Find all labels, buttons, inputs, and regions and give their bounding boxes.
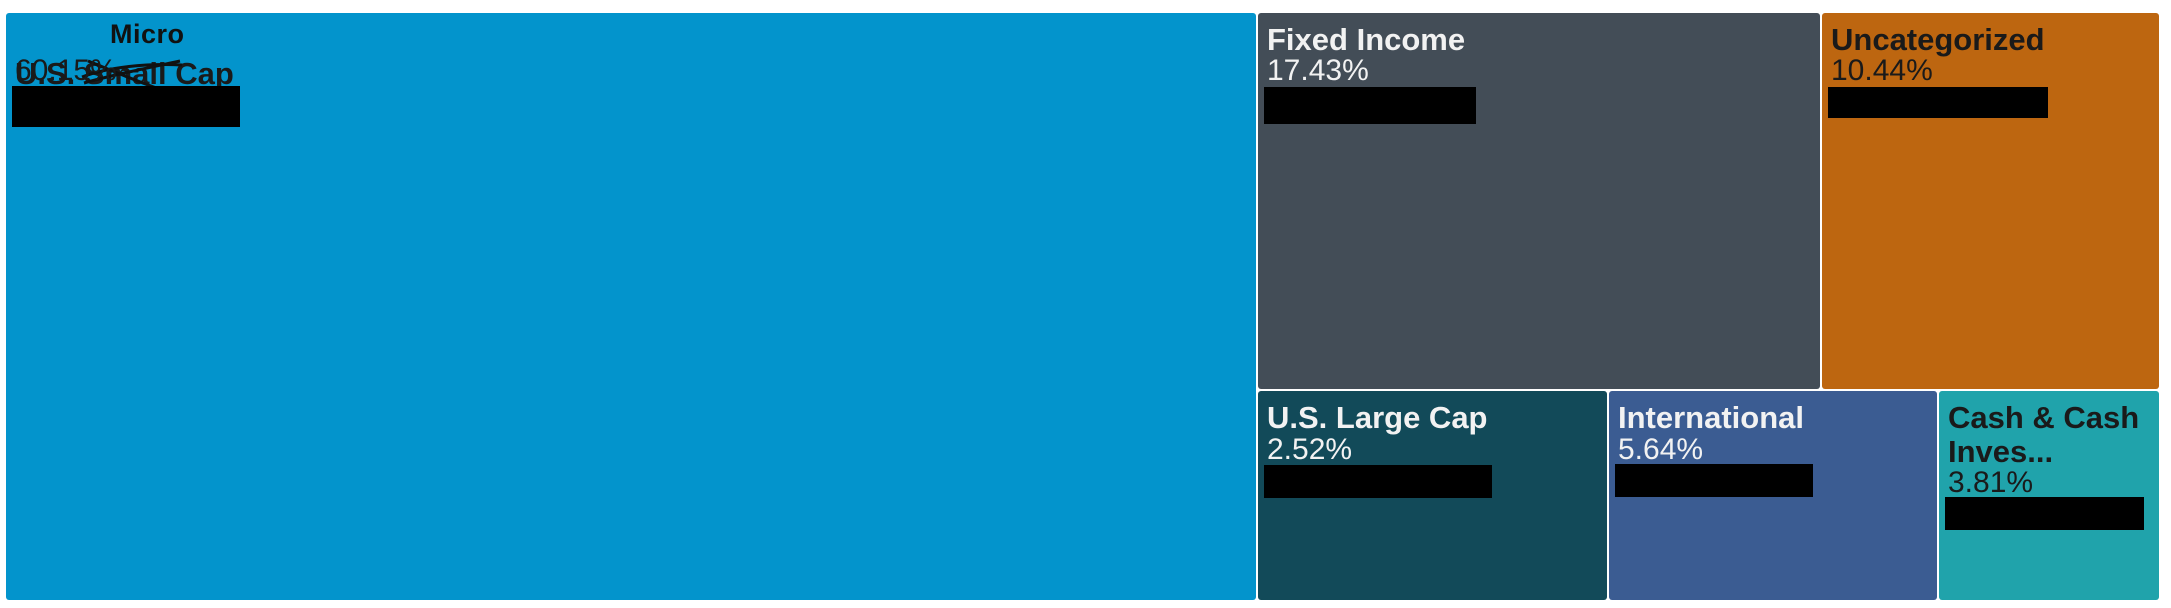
struck-word: Small [81, 57, 182, 97]
tile-label: Cash & Cash Inves... [1948, 400, 2140, 469]
handwritten-correction: Micro [110, 19, 185, 49]
redacted-value-bar [1828, 87, 2048, 118]
redacted-value-bar [1264, 465, 1492, 498]
label-prefix: U.S. [15, 56, 84, 91]
redacted-value-bar [1264, 87, 1476, 124]
tile-percent: 2.52% [1267, 433, 1353, 466]
redacted-value-bar [1615, 464, 1813, 497]
tile-label: U.S. Small Cap Micro [15, 19, 234, 125]
tile-us-large-cap[interactable]: U.S. Large Cap 2.52% [1258, 391, 1607, 600]
redacted-value-bar [12, 86, 240, 127]
tile-fixed-income[interactable]: Fixed Income 17.43% [1258, 13, 1820, 389]
redacted-value-bar [1945, 497, 2144, 530]
tile-cash[interactable]: Cash & Cash Inves... 3.81% [1939, 391, 2159, 600]
tile-uncategorized[interactable]: Uncategorized 10.44% [1822, 13, 2159, 389]
tile-label: Fixed Income [1267, 22, 1466, 57]
tile-international[interactable]: International 5.64% [1609, 391, 1937, 600]
tile-label: Uncategorized [1831, 22, 2045, 57]
tile-percent: 60.15% [15, 54, 117, 87]
tile-percent: 10.44% [1831, 54, 1933, 87]
tile-percent: 3.81% [1948, 466, 2034, 499]
tile-percent: 5.64% [1618, 433, 1704, 466]
label-suffix: Cap [166, 56, 234, 91]
tile-percent: 17.43% [1267, 54, 1369, 87]
tile-us-small-cap[interactable]: U.S. Small Cap Micro 60.15% [6, 13, 1256, 600]
tile-label: International [1618, 400, 1805, 435]
tile-label: U.S. Large Cap [1267, 400, 1488, 435]
